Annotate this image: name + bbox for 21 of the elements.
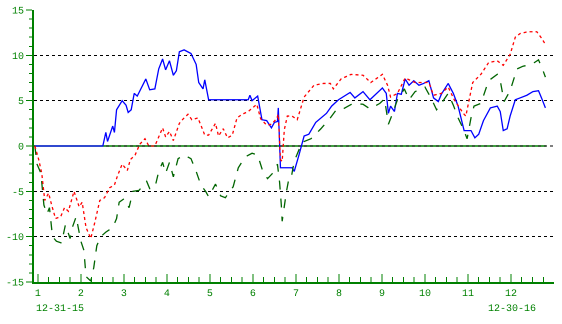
x-tick-label: 9	[378, 289, 385, 300]
text: 12-30-16	[488, 304, 536, 315]
y-tick-label: -15	[6, 278, 24, 290]
x-tick-label: 6	[250, 289, 256, 300]
text: 12-31-15	[36, 304, 84, 315]
y-tick-label: 5	[18, 97, 24, 108]
y-tick-label: -5	[12, 188, 24, 199]
y-tick-label: 10	[12, 52, 24, 63]
x-tick-label: 7	[292, 289, 299, 300]
x-tick-label: 1	[34, 289, 41, 300]
y-tick-label: 15	[12, 6, 24, 18]
x-tick-label: 3	[120, 289, 127, 300]
x-tick-label: 10	[418, 289, 431, 300]
x-tick-label: 12	[504, 289, 517, 300]
x-tick-label: 5	[206, 289, 213, 300]
x-tick-label: 2	[78, 289, 84, 300]
x-tick-label: 4	[164, 289, 170, 300]
y-tick-label: -10	[6, 233, 24, 244]
x-tick-label: 8	[336, 289, 342, 300]
x-tick-label: 11	[462, 289, 474, 300]
y-tick-label: 0	[18, 142, 24, 154]
